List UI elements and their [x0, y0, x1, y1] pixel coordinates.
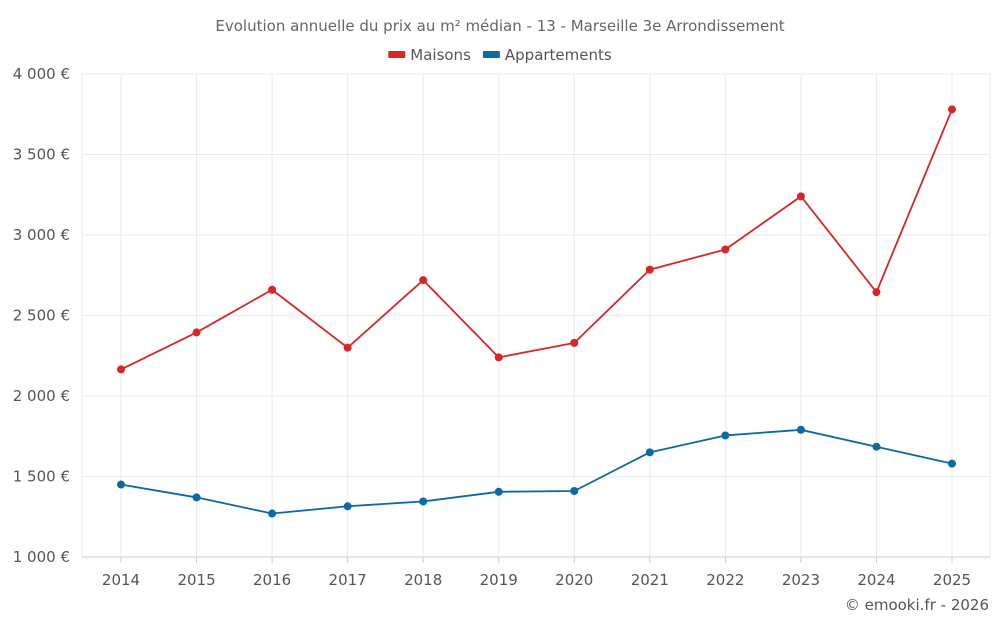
data-point-maisons[interactable]	[721, 245, 730, 254]
y-tick-label: 1 500 €	[13, 468, 70, 486]
x-axis: 2014 2015 2016 2017 2018 2019 2020 2021 2022 2023…	[102, 557, 971, 589]
data-point-maisons[interactable]	[796, 192, 805, 201]
data-point-appartements[interactable]	[570, 486, 579, 495]
legend: Maisons Appartements	[388, 46, 612, 64]
x-tick-label: 2018	[404, 571, 442, 589]
legend-item-maisons[interactable]: Maisons	[388, 46, 471, 64]
x-tick-label: 2022	[706, 571, 744, 589]
data-point-appartements[interactable]	[796, 425, 805, 434]
data-point-maisons[interactable]	[117, 365, 125, 374]
legend-label: Maisons	[410, 46, 471, 64]
legend-label: Appartements	[505, 46, 612, 64]
x-tick-label: 2015	[177, 571, 215, 589]
chart-title: Evolution annuelle du prix au m² médian …	[215, 17, 784, 35]
data-point-appartements[interactable]	[192, 493, 201, 502]
legend-swatch	[388, 51, 406, 58]
y-axis: 1 000 € 1 500 € 2 000 € 2 500 € 3 000 € 3 500…	[13, 65, 70, 566]
x-tick-label: 2014	[102, 571, 140, 589]
x-tick-label: 2023	[782, 571, 820, 589]
data-point-maisons[interactable]	[494, 353, 503, 362]
credit-text: © emooki.fr - 2026	[845, 596, 989, 614]
data-point-maisons[interactable]	[268, 285, 277, 294]
y-tick-label: 3 500 €	[13, 146, 70, 164]
data-point-maisons[interactable]	[948, 105, 956, 114]
series-maisons	[117, 105, 956, 374]
data-point-maisons[interactable]	[570, 338, 579, 347]
y-tick-label: 4 000 €	[13, 65, 70, 83]
data-point-maisons[interactable]	[419, 276, 428, 285]
y-tick-label: 2 000 €	[13, 387, 70, 405]
data-point-maisons[interactable]	[192, 328, 201, 337]
data-point-appartements[interactable]	[645, 448, 654, 457]
data-point-maisons[interactable]	[872, 288, 881, 297]
data-point-appartements[interactable]	[721, 431, 730, 440]
series-appartements	[117, 425, 956, 518]
y-tick-label: 2 500 €	[13, 307, 70, 325]
data-point-appartements[interactable]	[343, 502, 352, 511]
data-point-maisons[interactable]	[645, 265, 654, 274]
data-point-appartements[interactable]	[117, 480, 125, 489]
legend-swatch	[482, 51, 500, 58]
data-point-appartements[interactable]	[419, 497, 428, 506]
x-tick-label: 2019	[480, 571, 518, 589]
x-tick-label: 2025	[933, 571, 971, 589]
x-tick-label: 2024	[857, 571, 895, 589]
x-tick-label: 2017	[329, 571, 367, 589]
series-line-appartements	[120, 428, 953, 515]
series-group	[117, 105, 956, 518]
data-point-maisons[interactable]	[343, 343, 352, 352]
x-tick-label: 2016	[253, 571, 291, 589]
grid-lines	[81, 73, 991, 558]
data-point-appartements[interactable]	[872, 442, 881, 451]
data-point-appartements[interactable]	[494, 487, 503, 496]
data-point-appartements[interactable]	[948, 459, 956, 468]
legend-item-appartements[interactable]: Appartements	[482, 46, 612, 64]
x-tick-label: 2021	[631, 571, 669, 589]
series-line-maisons	[120, 109, 953, 371]
data-point-appartements[interactable]	[268, 509, 277, 518]
y-tick-label: 1 000 €	[13, 548, 70, 566]
x-tick-label: 2020	[555, 571, 593, 589]
y-tick-label: 3 000 €	[13, 226, 70, 244]
